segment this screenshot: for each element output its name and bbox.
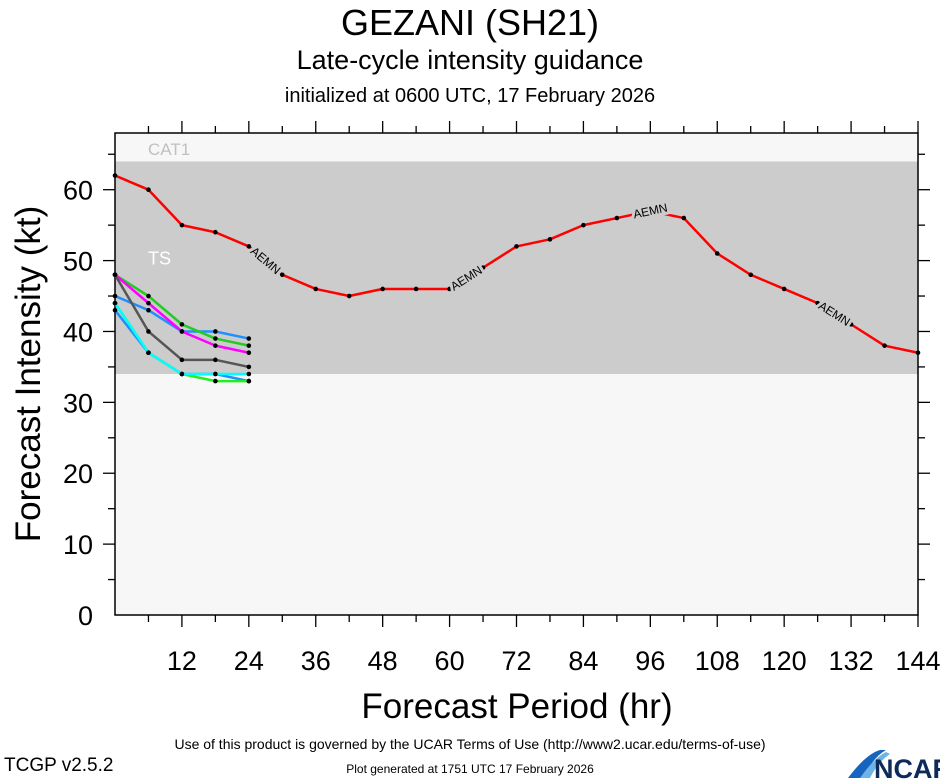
data-point [648,208,653,214]
data-point [246,378,252,384]
x-axis-label: Forecast Period (hr) [361,687,672,726]
data-point [146,350,151,356]
x-tick-label: 108 [695,646,740,676]
data-point [882,343,887,348]
data-point [112,272,118,278]
data-point [146,300,151,306]
data-point [480,265,486,270]
ncar-logo: NCAR [846,750,940,780]
data-point [279,272,285,278]
data-point [748,272,754,278]
x-tick-label: 120 [762,646,807,676]
x-tick-label: 60 [435,646,465,676]
data-point [179,357,185,363]
data-point [815,300,820,306]
data-point [213,329,218,334]
data-point [246,244,252,249]
y-tick-label: 60 [63,176,93,206]
data-point [514,244,519,249]
x-tick-label: 132 [829,646,874,676]
data-point [313,286,319,292]
data-point [915,350,921,356]
data-point [213,378,218,384]
y-tick-label: 0 [78,601,93,631]
data-point [179,322,185,327]
data-point [213,371,218,377]
data-point [447,286,452,292]
data-point [146,307,151,313]
x-tick-label: 12 [167,646,197,676]
data-point [179,371,185,377]
data-point [413,286,419,292]
data-point [112,307,118,313]
data-point [112,293,118,299]
y-tick-label: 50 [63,247,93,277]
data-point [614,215,620,221]
data-point [581,222,586,228]
terms-of-use: Use of this product is governed by the U… [174,736,766,752]
chart-subtitle: Late-cycle intensity guidance [296,45,644,75]
data-point [246,364,252,370]
x-tick-label: 48 [368,646,398,676]
data-point [380,286,385,292]
data-point [179,222,185,228]
x-tick-label: 84 [568,646,598,676]
data-point [213,357,218,363]
y-tick-label: 40 [63,317,93,347]
data-point [112,173,118,178]
generated-time: Plot generated at 1751 UTC 17 February 2… [346,762,594,776]
data-point [146,329,151,334]
y-tick-label: 30 [63,388,93,418]
data-point [547,237,553,242]
band-cat1 [115,133,918,162]
data-point [213,343,218,348]
below-band [115,374,918,615]
data-point [246,336,252,341]
data-point [246,371,252,377]
chart-title: GEZANI (SH21) [340,2,600,43]
band-label-cat1: CAT1 [148,140,190,159]
data-point [213,229,218,235]
x-tick-label: 36 [301,646,331,676]
data-point [146,293,151,299]
band-label-ts: TS [148,249,171,269]
data-point [112,300,118,306]
data-point [246,350,252,356]
data-point [681,215,687,221]
data-point [714,251,720,256]
y-tick-label: 10 [63,530,93,560]
data-point [346,293,352,299]
x-tick-label: 72 [501,646,531,676]
init-time: initialized at 0600 UTC, 17 February 202… [284,85,656,107]
data-point [146,187,151,193]
data-point [781,286,787,292]
svg-text:NCAR: NCAR [874,754,940,780]
data-point [246,343,252,348]
x-tick-label: 96 [635,646,665,676]
x-tick-label: 144 [895,646,940,676]
data-point [848,322,854,327]
version-label: TCGP v2.5.2 [4,755,114,776]
data-point [213,336,218,341]
y-axis-label: Forecast Intensity (kt) [9,206,48,542]
x-tick-label: 24 [234,646,264,676]
data-point [179,329,185,334]
y-tick-label: 20 [63,459,93,489]
